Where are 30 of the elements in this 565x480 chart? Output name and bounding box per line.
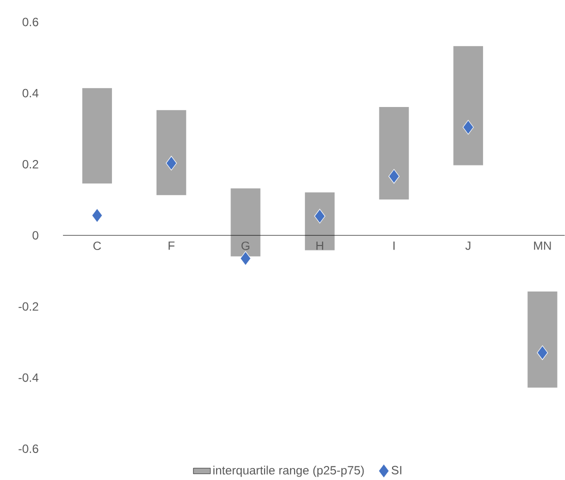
bar [304, 192, 335, 250]
x-tick-label: MN [534, 241, 551, 250]
y-tick-label: -0.2 [18, 302, 38, 311]
x-tick-label: J [465, 241, 470, 250]
y-tick-label: 0.2 [22, 160, 38, 168]
bar [156, 110, 186, 196]
x-tick-label: G [242, 241, 250, 250]
legend-label: SI [392, 466, 402, 474]
point [314, 208, 326, 224]
point [92, 208, 103, 223]
bar [453, 46, 484, 166]
point [166, 156, 177, 170]
point [240, 251, 252, 266]
y-tick-label: 0.4 [22, 88, 38, 98]
bar [230, 188, 260, 256]
bar [82, 88, 112, 184]
point [462, 120, 474, 134]
bar [379, 106, 409, 200]
y-tick-label: 0 [32, 231, 38, 240]
x-tick-label: F [168, 241, 175, 250]
y-tick-label: 0.6 [22, 18, 38, 26]
y-tick-label: -0.6 [18, 444, 38, 453]
legend-label: interquartile range (p25-p75) [213, 466, 364, 477]
bar [528, 291, 558, 388]
point [536, 345, 548, 360]
x-tick-label: C [93, 241, 101, 250]
x-tick-label: I [393, 241, 395, 250]
x-tick-label: H [316, 241, 324, 250]
y-tick-label: -0.4 [18, 373, 38, 382]
point [388, 168, 400, 184]
